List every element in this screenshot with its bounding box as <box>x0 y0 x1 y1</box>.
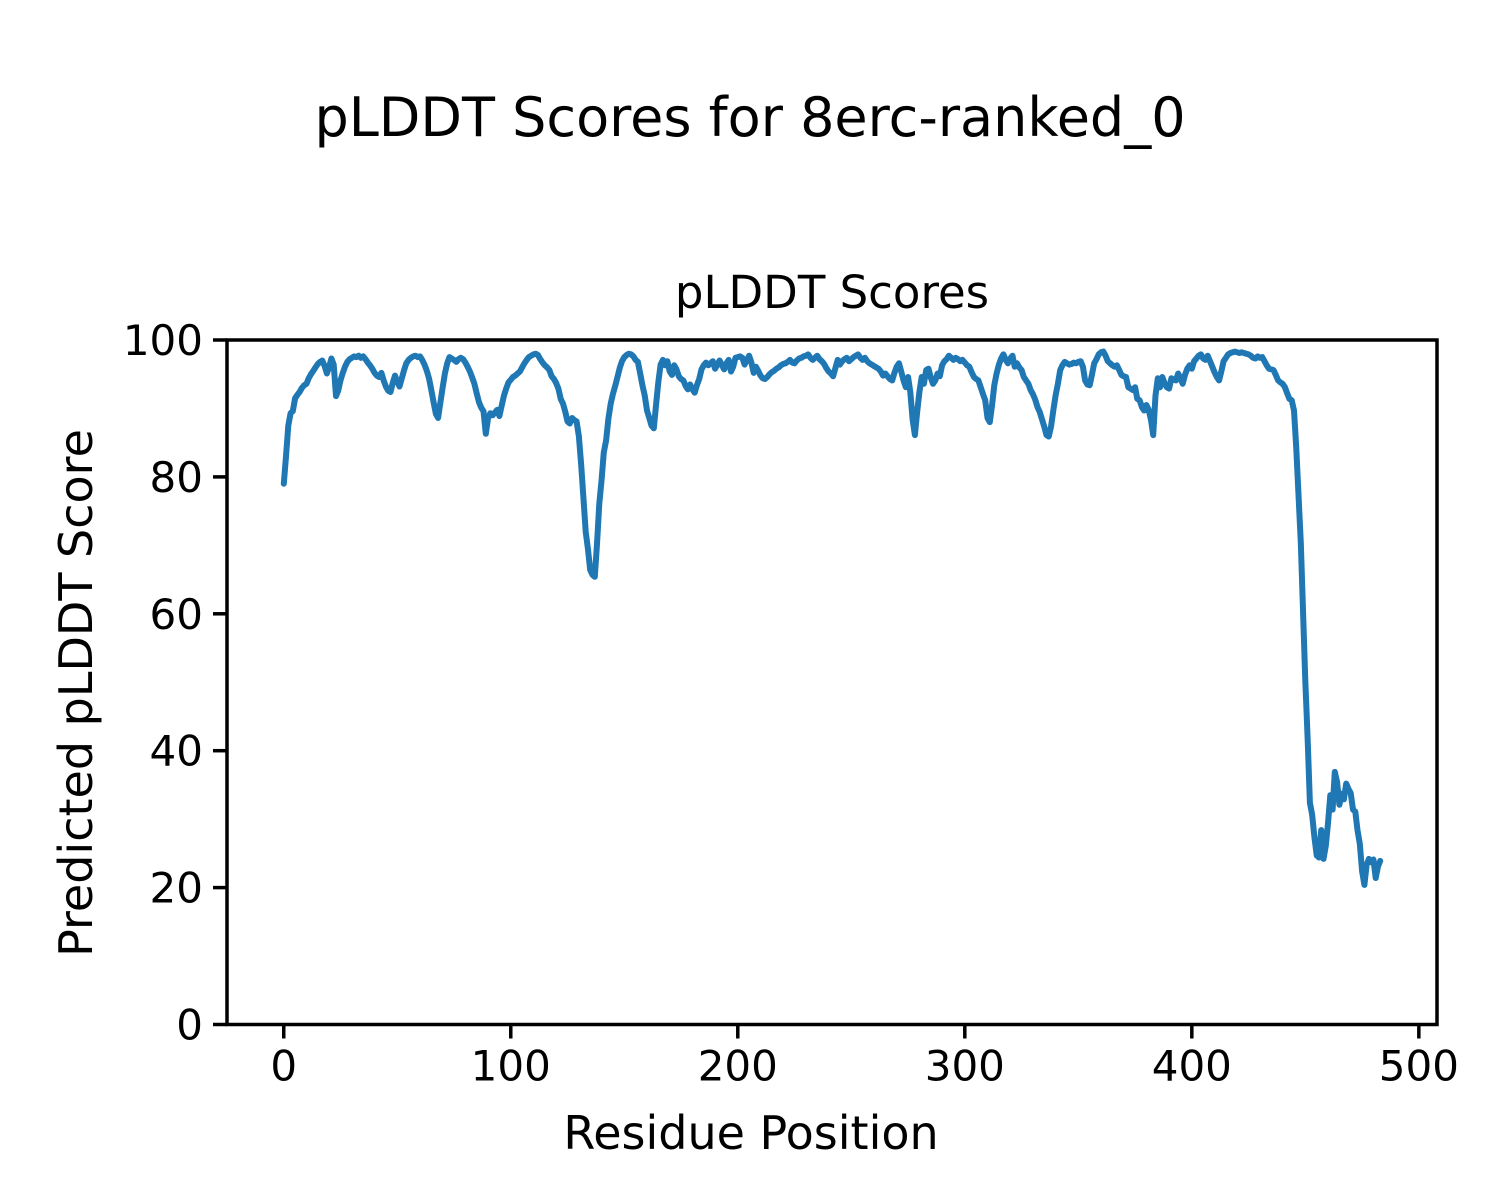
x-tick-label: 300 <box>925 1042 1005 1091</box>
y-tick-label: 80 <box>150 453 203 502</box>
figure-title: pLDDT Scores for 8erc-ranked_0 <box>314 86 1186 149</box>
x-tick-label: 500 <box>1379 1042 1459 1091</box>
y-tick-label: 60 <box>150 590 203 639</box>
x-tick-label: 100 <box>471 1042 551 1091</box>
x-tick-label: 200 <box>698 1042 778 1091</box>
x-tick-label: 400 <box>1152 1042 1232 1091</box>
axes-title: pLDDT Scores <box>674 266 990 319</box>
x-axis-label: Residue Position <box>563 1106 939 1160</box>
y-tick-label: 20 <box>150 864 203 913</box>
axes-frame <box>225 338 1439 1027</box>
y-tick-label: 40 <box>150 727 203 776</box>
x-tick-label: 0 <box>270 1042 297 1091</box>
y-tick-label: 100 <box>123 316 203 365</box>
plot-line <box>280 348 1384 888</box>
y-tick-label: 0 <box>176 1001 203 1050</box>
